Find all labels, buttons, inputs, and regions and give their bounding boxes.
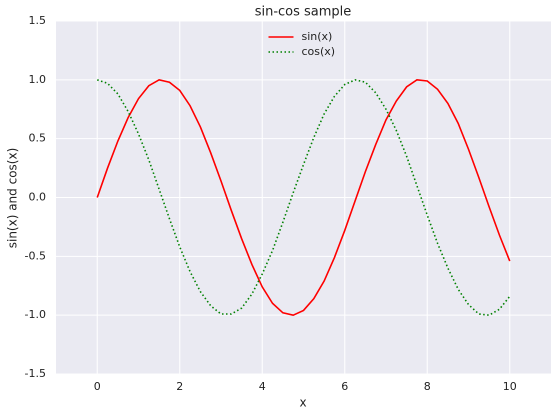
x-tick-label: 4 bbox=[259, 380, 266, 393]
series-line bbox=[96, 78, 511, 317]
x-tick-label: 2 bbox=[176, 380, 183, 393]
chart-title: sin-cos sample bbox=[255, 5, 352, 20]
y-tick-label: 1.5 bbox=[29, 14, 47, 27]
y-axis-label: sin(x) and cos(x) bbox=[6, 148, 20, 249]
y-tick-label: -0.5 bbox=[25, 249, 46, 262]
y-tick-label: 1.0 bbox=[29, 73, 47, 86]
y-tick-label: -1.0 bbox=[25, 308, 46, 321]
x-tick-label: 0 bbox=[94, 380, 101, 393]
legend-label: sin(x) bbox=[302, 30, 333, 43]
y-tick-label: 0.0 bbox=[29, 191, 47, 204]
legend-label: cos(x) bbox=[302, 45, 336, 58]
x-tick-label: 6 bbox=[341, 380, 348, 393]
y-tick-label: 0.5 bbox=[29, 132, 47, 145]
x-tick-label: 10 bbox=[503, 380, 517, 393]
x-tick-label: 8 bbox=[424, 380, 431, 393]
x-axis-label: x bbox=[299, 396, 306, 410]
y-tick-label: -1.5 bbox=[25, 367, 46, 380]
